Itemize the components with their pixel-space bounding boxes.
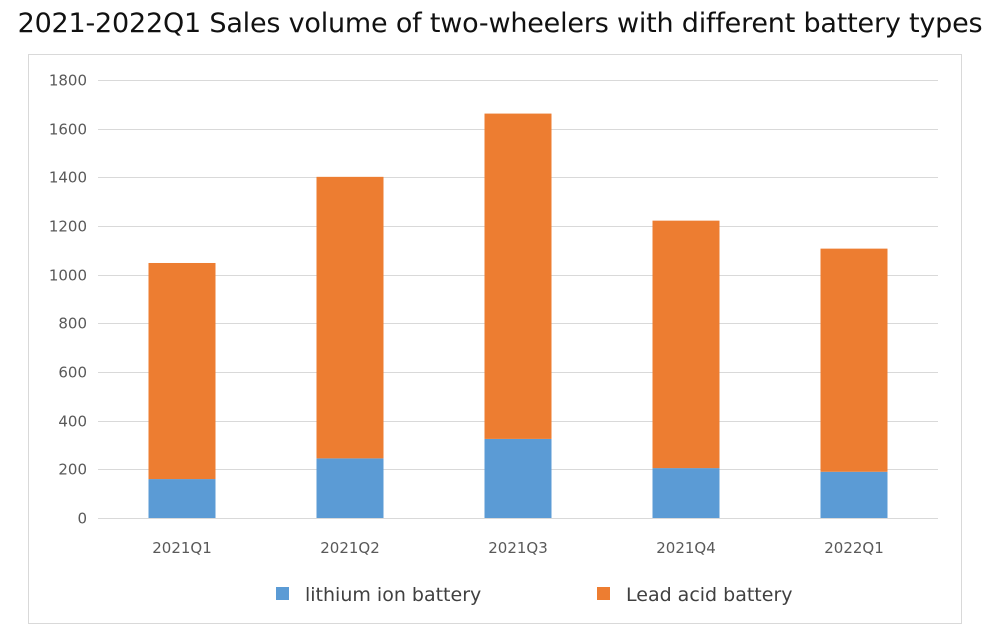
y-tick-label: 1200 bbox=[49, 218, 87, 236]
y-tick-label: 0 bbox=[77, 510, 87, 528]
x-tick-label: 2021Q2 bbox=[320, 539, 380, 557]
bar-lithium-ion bbox=[316, 458, 384, 518]
bar-lead-acid bbox=[484, 113, 552, 439]
bar-lead-acid bbox=[316, 176, 384, 459]
chart-title: 2021-2022Q1 Sales volume of two-wheelers… bbox=[17, 8, 983, 39]
x-tick-label: 2021Q1 bbox=[152, 539, 212, 557]
legend-swatch-lead-acid bbox=[597, 587, 610, 600]
bar-lithium-ion bbox=[820, 471, 888, 518]
x-tick-label: 2022Q1 bbox=[824, 539, 884, 557]
y-tick-label: 1600 bbox=[49, 121, 87, 139]
bar-lead-acid bbox=[148, 262, 216, 480]
y-tick-label: 600 bbox=[58, 364, 87, 382]
y-tick-label: 1000 bbox=[49, 267, 87, 285]
bar-lead-acid bbox=[820, 248, 888, 472]
legend-swatch-lithium-ion bbox=[276, 587, 289, 600]
x-tick-label: 2021Q4 bbox=[656, 539, 716, 557]
y-tick-label: 1400 bbox=[49, 169, 87, 187]
legend-label-lithium-ion: lithium ion battery bbox=[305, 584, 481, 606]
bar-lithium-ion bbox=[652, 468, 720, 518]
y-tick-label: 200 bbox=[58, 461, 87, 479]
bar-lithium-ion bbox=[148, 479, 216, 518]
y-tick-label: 1800 bbox=[49, 72, 87, 90]
chart-border bbox=[28, 54, 962, 624]
x-tick-label: 2021Q3 bbox=[488, 539, 548, 557]
legend-label-lead-acid: Lead acid battery bbox=[626, 584, 793, 606]
bar-lithium-ion bbox=[484, 438, 552, 518]
y-tick-label: 400 bbox=[58, 413, 87, 431]
bar-lead-acid bbox=[652, 220, 720, 469]
y-tick-label: 800 bbox=[58, 315, 87, 333]
